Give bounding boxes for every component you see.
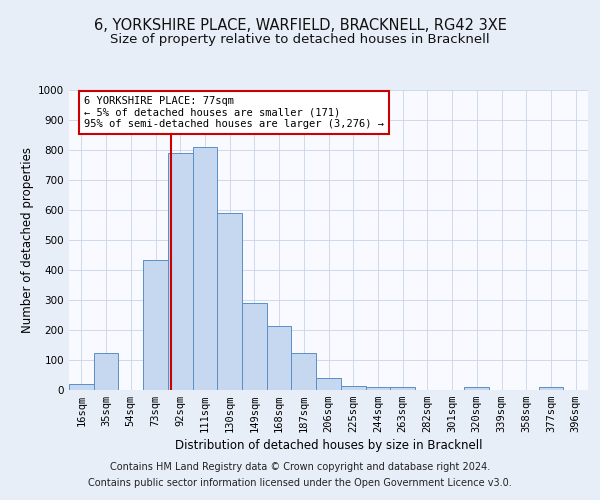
Bar xyxy=(217,213,242,390)
Bar xyxy=(168,153,193,390)
Text: 6, YORKSHIRE PLACE, WARFIELD, BRACKNELL, RG42 3XE: 6, YORKSHIRE PLACE, WARFIELD, BRACKNELL,… xyxy=(94,18,506,32)
Bar xyxy=(267,326,292,390)
Bar xyxy=(539,387,563,390)
Text: Contains public sector information licensed under the Open Government Licence v3: Contains public sector information licen… xyxy=(88,478,512,488)
Bar xyxy=(464,387,489,390)
Bar xyxy=(390,387,415,390)
Bar xyxy=(94,352,118,390)
Text: Size of property relative to detached houses in Bracknell: Size of property relative to detached ho… xyxy=(110,32,490,46)
Bar xyxy=(365,387,390,390)
Bar xyxy=(193,147,217,390)
Bar xyxy=(316,378,341,390)
Bar xyxy=(341,386,365,390)
Bar xyxy=(143,260,168,390)
Text: 6 YORKSHIRE PLACE: 77sqm
← 5% of detached houses are smaller (171)
95% of semi-d: 6 YORKSHIRE PLACE: 77sqm ← 5% of detache… xyxy=(84,96,384,129)
Bar xyxy=(292,352,316,390)
Bar xyxy=(69,384,94,390)
Bar xyxy=(242,303,267,390)
Y-axis label: Number of detached properties: Number of detached properties xyxy=(21,147,34,333)
X-axis label: Distribution of detached houses by size in Bracknell: Distribution of detached houses by size … xyxy=(175,440,482,452)
Text: Contains HM Land Registry data © Crown copyright and database right 2024.: Contains HM Land Registry data © Crown c… xyxy=(110,462,490,472)
